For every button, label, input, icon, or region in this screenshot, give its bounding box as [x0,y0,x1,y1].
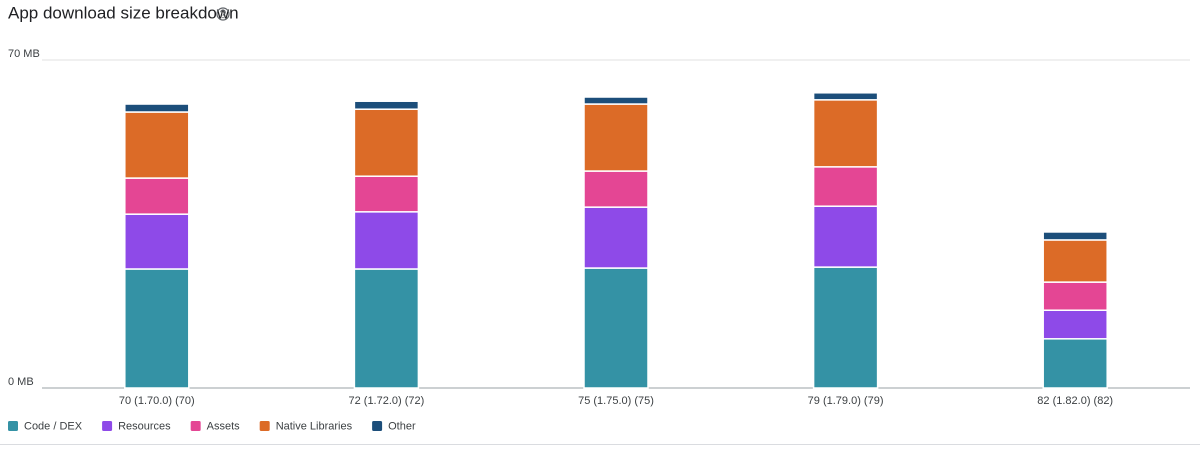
legend-swatch [190,421,201,431]
x-tick-label: 72 (1.72.0) (72) [348,395,424,407]
legend-item[interactable]: Assets [190,420,241,432]
y-tick-label: 70 MB [8,48,40,60]
help-icon[interactable] [216,7,230,21]
x-tick-label: 75 (1.75.0) (75) [578,395,654,407]
x-tick-label: 82 (1.82.0) (82) [1037,395,1113,407]
bar-segment [353,268,420,389]
bar-segment [1042,239,1108,283]
legend-swatch [8,421,18,431]
help-glyph [220,9,226,16]
bar-segment [812,92,879,101]
legend-label: Native Libraries [276,420,353,432]
legend-swatch [102,421,113,431]
x-tick-label: 70 (1.70.0) (70) [119,395,195,407]
legend-item[interactable]: Other [372,420,416,432]
bar-segment [583,170,649,208]
bar-segment [124,103,190,113]
bar-segment [812,205,879,268]
bar-segment [353,108,420,177]
legend-swatch [259,421,270,431]
bar-segment [583,267,649,389]
legend-label: Code / DEX [24,420,83,432]
bar-segment [583,103,649,172]
help-dot [222,16,224,19]
bar-segment [812,99,879,168]
bar-segment [1042,338,1108,389]
bar-segment [583,96,649,105]
legend-item[interactable]: Resources [102,420,171,432]
help-circle [216,7,230,21]
chart-title: App download size breakdown [8,3,239,22]
x-tick-label: 79 (1.79.0) (79) [808,395,884,407]
bar-segment [1042,231,1108,241]
legend-item[interactable]: Native Libraries [259,420,353,432]
bar-segment [583,206,649,269]
y-tick-label: 0 MB [8,376,34,388]
bar-segment [124,268,190,389]
legend-label: Resources [118,420,171,432]
bar-segment [1042,309,1108,340]
bar-segment [812,166,879,207]
legend-swatch [372,421,383,431]
bar-segment [353,211,420,270]
bar-segment [812,266,879,389]
bar-segment [124,213,190,270]
bar-segment [124,177,190,215]
bar-segment [1042,281,1108,311]
legend-item[interactable]: Code / DEX [8,420,83,432]
legend-label: Assets [207,420,241,432]
bar-segment [353,100,420,110]
bar-segment [353,175,420,213]
bar-segment [124,111,190,179]
legend-label: Other [388,420,416,432]
